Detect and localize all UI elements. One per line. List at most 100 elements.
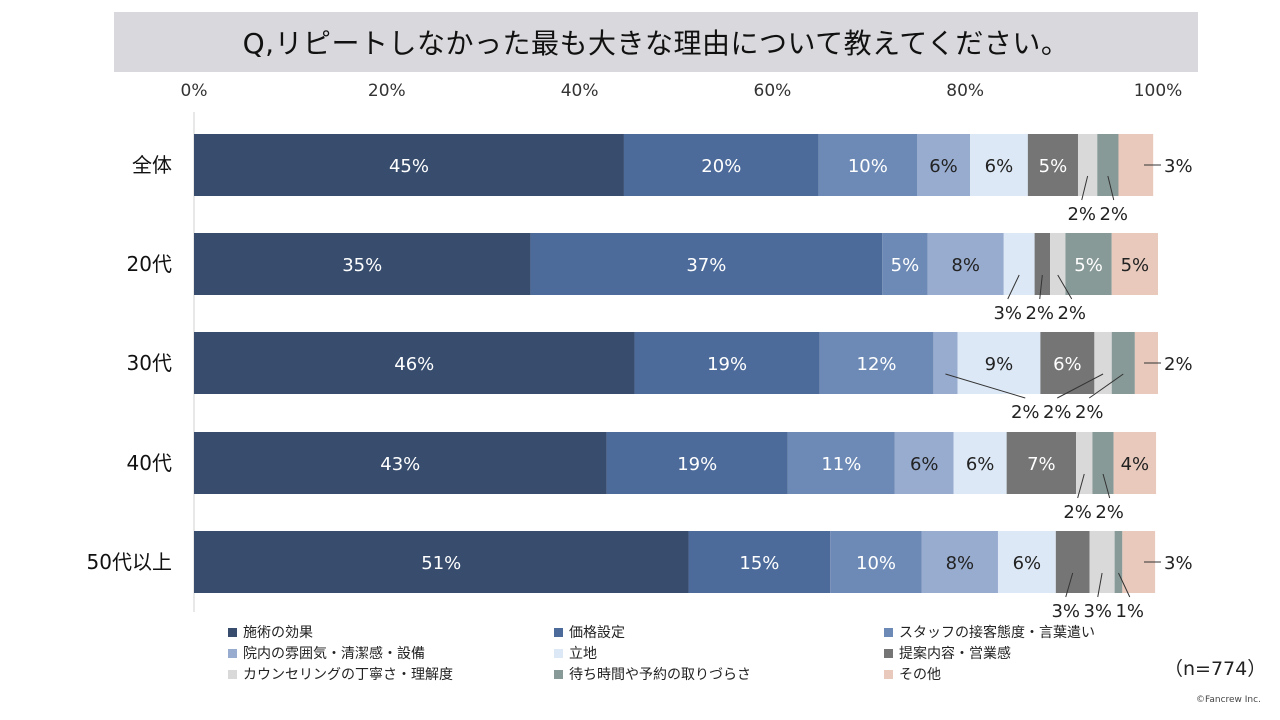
bar-segment: [1114, 531, 1123, 593]
bar-segment: [787, 432, 895, 494]
legend-swatch: [554, 648, 563, 658]
legend-label: その他: [899, 667, 941, 683]
bar-segment: [1076, 432, 1093, 494]
data-label: 45%: [389, 156, 429, 177]
data-label: 6%: [985, 156, 1014, 177]
sample-size-label: （n=774）: [1164, 658, 1267, 680]
legend-label: 院内の雰囲気・清潔感・設備: [243, 646, 425, 662]
data-label: 1%: [1115, 601, 1144, 622]
bar-segment: [194, 233, 531, 295]
leader-line: [1107, 175, 1115, 201]
bar-segment: [1094, 332, 1112, 394]
data-label: 5%: [1074, 255, 1103, 276]
data-label: 43%: [380, 454, 420, 475]
data-label: 2%: [1075, 402, 1104, 423]
leader-line: [1007, 274, 1020, 300]
x-tick-label: 0%: [181, 81, 208, 101]
copyright-credit: ©Fancrew Inc.: [1196, 695, 1261, 705]
data-label: 9%: [985, 354, 1014, 375]
bar-segment: [1055, 531, 1090, 593]
data-label: 2%: [1164, 354, 1193, 375]
legend-item: 提案内容・営業感: [884, 643, 1128, 663]
leader-line: [1097, 572, 1103, 598]
leader-line: [1081, 175, 1089, 201]
data-label: 8%: [951, 255, 980, 276]
bar-segment: [1111, 332, 1135, 394]
legend-swatch: [884, 627, 893, 637]
leader-line: [1057, 373, 1104, 399]
bar-segment: [917, 134, 971, 196]
bar-segment: [194, 531, 689, 593]
legend-swatch: [228, 627, 237, 637]
legend-swatch: [884, 669, 893, 679]
legend-item: その他: [884, 664, 1128, 684]
data-label: 3%: [993, 303, 1022, 324]
data-label: 2%: [1057, 303, 1086, 324]
x-tick-label: 80%: [946, 81, 984, 101]
data-label: 5%: [891, 255, 920, 276]
bar-segment: [933, 332, 958, 394]
data-label: 5%: [1121, 255, 1150, 276]
bar-segment: [1092, 432, 1114, 494]
bar-segment: [194, 134, 624, 196]
bar-segment: [957, 332, 1041, 394]
bar-segment: [818, 134, 917, 196]
data-label: 19%: [677, 454, 717, 475]
data-label: 20%: [701, 156, 741, 177]
data-label: 51%: [421, 553, 461, 574]
data-label: 2%: [1099, 204, 1128, 225]
category-label: 40代: [127, 451, 172, 475]
chart-legend: 施術の効果 価格設定 スタッフの接客態度・言葉遣い院内の雰囲気・清潔感・設備 立地 提案…: [228, 622, 1128, 684]
data-label: 2%: [1067, 204, 1096, 225]
data-label: 3%: [1164, 553, 1193, 574]
bar-segment: [1050, 233, 1066, 295]
bar-segment: [1113, 432, 1157, 494]
bar-segment: [194, 432, 607, 494]
chart-title: Q,リピートしなかった最も大きな理由について教えてください。: [242, 27, 1070, 60]
legend-item: 待ち時間や予約の取りづらさ: [554, 664, 884, 684]
bar-segment: [1034, 233, 1051, 295]
data-label: 11%: [821, 454, 861, 475]
leader-line: [1088, 373, 1124, 399]
bar-segment: [1027, 134, 1078, 196]
category-label: 30代: [127, 351, 172, 375]
bar-segment: [927, 233, 1004, 295]
data-label: 37%: [686, 255, 726, 276]
legend-item: 価格設定: [554, 622, 884, 642]
legend-swatch: [228, 669, 237, 679]
legend-label: 施術の効果: [243, 625, 313, 641]
bar-segment: [1097, 134, 1119, 196]
legend-item: 立地: [554, 643, 884, 663]
bar-segment: [882, 233, 928, 295]
legend-label: スタッフの接客態度・言葉遣い: [899, 625, 1095, 641]
data-label: 3%: [1083, 601, 1112, 622]
category-label: 50代以上: [87, 550, 172, 574]
data-label: 2%: [1011, 402, 1040, 423]
legend-item: 施術の効果: [228, 622, 554, 642]
bar-segment: [623, 134, 819, 196]
data-label: 12%: [857, 354, 897, 375]
legend-label: 待ち時間や予約の取りづらさ: [569, 667, 751, 683]
legend-swatch: [554, 627, 563, 637]
category-label: 全体: [132, 153, 172, 177]
data-label: 2%: [1043, 402, 1072, 423]
bar-segment: [1077, 134, 1098, 196]
leader-line: [1077, 473, 1085, 499]
leader-line: [1039, 274, 1043, 300]
data-label: 6%: [1053, 354, 1082, 375]
bar-segment: [606, 432, 788, 494]
bar-segment: [1065, 233, 1112, 295]
legend-item: カウンセリングの丁寧さ・理解度: [228, 664, 554, 684]
data-label: 6%: [910, 454, 939, 475]
category-label: 20代: [127, 252, 172, 276]
bar-segment: [1089, 531, 1115, 593]
bar-segment: [1003, 233, 1035, 295]
leader-line: [1118, 572, 1131, 598]
x-tick-label: 40%: [561, 81, 599, 101]
data-label: 10%: [856, 553, 896, 574]
bar-segment: [1111, 233, 1158, 295]
bar-segment: [997, 531, 1056, 593]
bar-segment: [894, 432, 954, 494]
data-label: 15%: [739, 553, 779, 574]
